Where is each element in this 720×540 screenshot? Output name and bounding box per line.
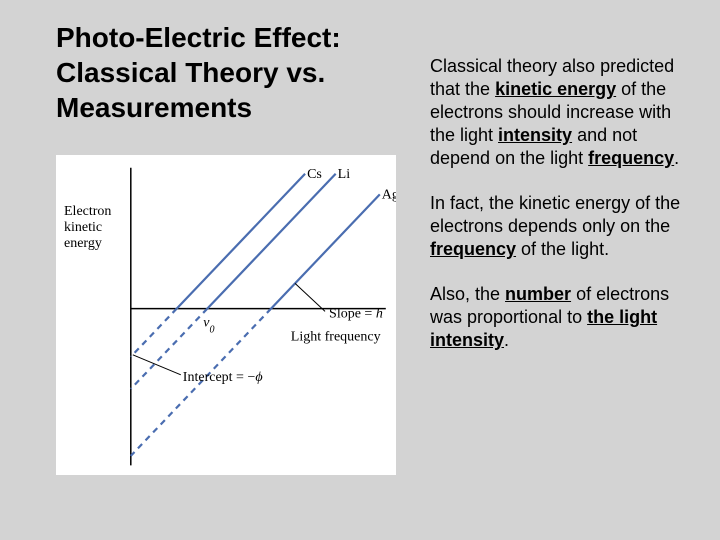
slide-title: Photo-Electric Effect: Classical Theory … — [56, 20, 396, 125]
svg-text:kinetic: kinetic — [64, 220, 102, 235]
explanation-column: Classical theory also predicted that the… — [430, 55, 690, 374]
svg-text:Intercept = −ϕ: Intercept = −ϕ — [183, 370, 263, 385]
svg-text:Li: Li — [338, 167, 351, 182]
photoelectric-chart: Electronkineticenergy Light frequency Cs Li… — [56, 155, 396, 475]
paragraph-number: Also, the number of electrons was propor… — [430, 283, 690, 352]
svg-text:Electron: Electron — [64, 204, 111, 219]
svg-text:Ag: Ag — [382, 187, 396, 202]
svg-text:Light frequency: Light frequency — [291, 330, 381, 345]
svg-text:energy: energy — [64, 236, 102, 251]
paragraph-classical: Classical theory also predicted that the… — [430, 55, 690, 170]
svg-text:Cs: Cs — [307, 167, 322, 182]
svg-text:ν0: ν0 — [203, 316, 214, 336]
paragraph-fact: In fact, the kinetic energy of the elect… — [430, 192, 690, 261]
chart-svg: Electronkineticenergy Light frequency Cs Li… — [56, 155, 396, 475]
svg-text:Slope = h: Slope = h — [329, 306, 383, 321]
